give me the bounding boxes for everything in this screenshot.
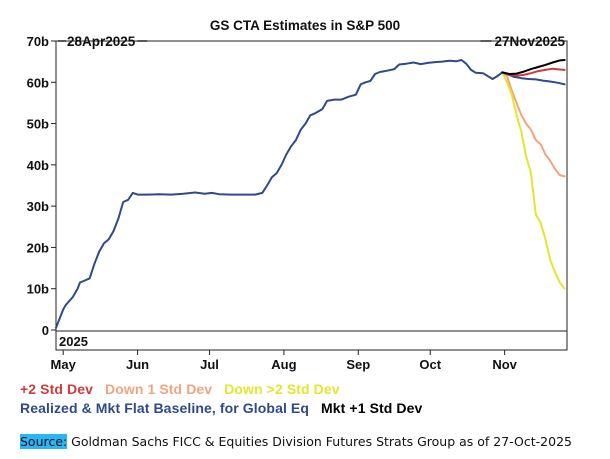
series-lines [55, 59, 566, 329]
legend-row-1: +2 Std Dev Down 1 Std Dev Down >2 Std De… [20, 381, 348, 397]
start-date-label: 28Apr2025 [67, 34, 136, 49]
y-tick-label: 0 [42, 323, 49, 338]
source-text: Goldman Sachs FICC & Equities Division F… [67, 434, 572, 449]
legend-down1: Down 1 Std Dev [104, 381, 213, 397]
source-footer: Source: Goldman Sachs FICC & Equities Di… [20, 434, 572, 449]
y-tick-label: 50b [27, 117, 49, 132]
end-date-label: 27Nov2025 [494, 34, 565, 49]
source-label: Source: [20, 434, 68, 449]
x-tick-label: Aug [271, 357, 296, 372]
legend-mkt1: Mkt +1 Std Dev [321, 400, 423, 416]
chart-title: GS CTA Estimates in S&P 500 [210, 18, 400, 33]
x-tick-label: Nov [492, 357, 517, 372]
series-line-mkt-1-std-dev [501, 59, 566, 75]
y-tick-label: 70b [27, 34, 49, 49]
y-tick-label: 60b [27, 75, 49, 90]
legend-baseline: Realized & Mkt Flat Baseline, for Global… [20, 400, 310, 416]
y-tick-label: 30b [27, 199, 49, 214]
series-line-down-2-std-dev [501, 71, 566, 290]
x-axis: May Jun Jul Aug Sep Oct Nov 2025 [51, 334, 518, 372]
y-axis: 0 10b 20b 30b 40b 50b 60b 70b [27, 34, 56, 338]
y-tick-label: 40b [27, 158, 49, 173]
y-tick-label: 20b [27, 240, 49, 255]
x-tick-label: Oct [419, 357, 441, 372]
x-tick-label: Jun [126, 357, 149, 372]
legend-down2: Down >2 Std Dev [224, 381, 340, 397]
legend-plus2: +2 Std Dev [20, 381, 93, 397]
x-tick-label: Jul [200, 357, 219, 372]
series-line-down-1-std-dev [501, 71, 566, 178]
year-label: 2025 [59, 334, 88, 349]
cta-chart: GS CTA Estimates in S&P 500 28Apr2025 27… [27, 18, 568, 372]
series-line-2-std-dev [501, 67, 566, 77]
y-tick-label: 10b [27, 282, 49, 297]
plot-frame [55, 40, 568, 351]
series-line-realized-mkt-flat-baseline-for-global-eq [55, 59, 566, 329]
end-date-marker: 27Nov2025 [480, 34, 565, 49]
plot-border [55, 40, 568, 351]
start-date-marker: 28Apr2025 [58, 34, 148, 49]
x-tick-label: May [51, 357, 77, 372]
legend-row-2: Realized & Mkt Flat Baseline, for Global… [20, 400, 430, 416]
x-tick-label: Sep [346, 357, 370, 372]
